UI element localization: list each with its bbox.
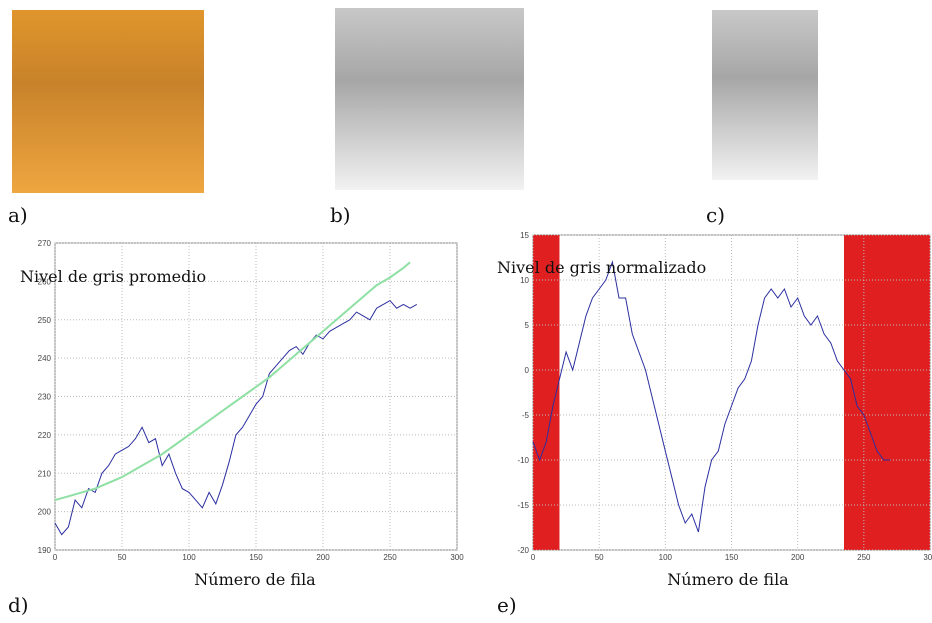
panel-label: e) — [497, 593, 517, 617]
y-tick-label: 250 — [38, 316, 52, 325]
image-c — [712, 10, 818, 180]
panel-label: d) — [8, 593, 29, 617]
x-axis-label: Número de fila — [667, 570, 789, 589]
x-axis-label: Número de fila — [194, 570, 316, 589]
y-tick-label: 10 — [520, 276, 529, 285]
y-tick-label: 15 — [520, 231, 529, 240]
x-tick-label: 50 — [595, 553, 604, 562]
x-tick-label: 0 — [531, 553, 536, 562]
x-tick-label: 150 — [249, 553, 263, 562]
x-tick-label: 300 — [450, 553, 464, 562]
x-tick-label: 300 — [923, 553, 932, 562]
y-tick-label: 200 — [38, 508, 52, 517]
y-tick-label: 260 — [38, 277, 52, 286]
y-tick-label: -15 — [517, 501, 529, 510]
y-axis-label: Nivel de gris normalizado — [497, 258, 706, 277]
panel-label: b) — [330, 203, 351, 227]
x-tick-label: 200 — [791, 553, 805, 562]
x-tick-label: 50 — [118, 553, 127, 562]
panel-label: a) — [8, 203, 28, 227]
x-tick-label: 250 — [383, 553, 397, 562]
image-b — [335, 8, 524, 190]
y-tick-label: 5 — [525, 321, 530, 330]
x-tick-label: 100 — [182, 553, 196, 562]
panel-label: c) — [706, 203, 725, 227]
shaded-region — [843, 235, 930, 550]
x-tick-label: 100 — [659, 553, 673, 562]
y-tick-label: 190 — [38, 546, 52, 555]
data-line — [54, 299, 418, 536]
y-tick-label: 270 — [38, 239, 52, 248]
y-tick-label: 240 — [38, 354, 52, 363]
y-tick-label: 0 — [525, 366, 530, 375]
image-a — [12, 10, 204, 193]
y-tick-label: 210 — [38, 469, 52, 478]
y-tick-label: -5 — [522, 411, 530, 420]
x-tick-label: 200 — [316, 553, 330, 562]
data-line — [532, 260, 891, 533]
x-tick-label: 250 — [857, 553, 871, 562]
x-tick-label: 150 — [725, 553, 739, 562]
y-tick-label: -20 — [517, 546, 529, 555]
shaded-region — [533, 235, 560, 550]
y-axis-label: Nivel de gris promedio — [20, 267, 206, 286]
y-tick-label: 220 — [38, 431, 52, 440]
y-tick-label: 230 — [38, 393, 52, 402]
data-line — [54, 261, 411, 502]
y-tick-label: -10 — [517, 456, 529, 465]
x-tick-label: 0 — [53, 553, 58, 562]
